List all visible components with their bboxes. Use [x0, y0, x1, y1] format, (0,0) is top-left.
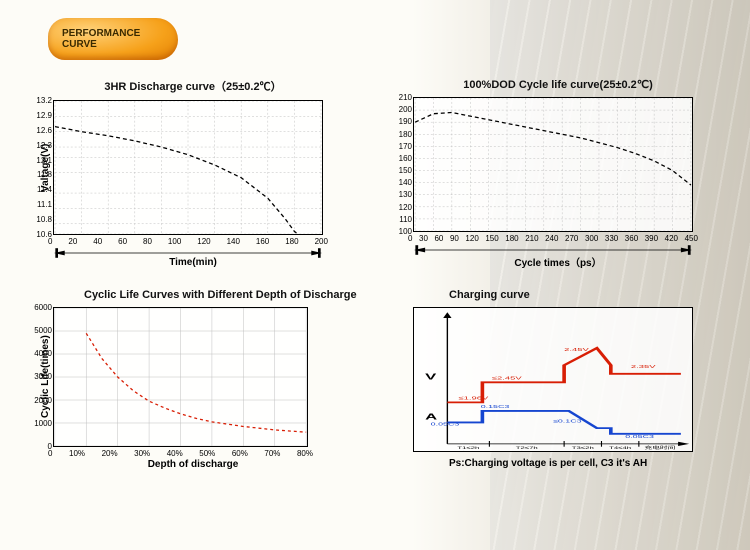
badge-line2: CURVE: [62, 39, 97, 50]
svg-text:≤0.1C3: ≤0.1C3: [553, 419, 582, 424]
svg-text:A: A: [425, 412, 438, 422]
xlabel: Cycle times（ps）: [403, 254, 713, 269]
charging-note: Ps:Charging voltage is per cell, C3 it's…: [403, 458, 713, 469]
yticks: 6000500040003000200010000: [26, 303, 52, 451]
svg-text:T4≤4h: T4≤4h: [609, 446, 632, 451]
svg-text:≤2.45V: ≤2.45V: [492, 375, 522, 381]
chart-3hr: 13.212.912.612.312.111.811.411.110.810.6…: [53, 100, 323, 235]
chart-cyclic: 6000500040003000200010000 010%20%30%40%5…: [53, 307, 308, 447]
xticks: 0306090120150180210240270300330360390420…: [408, 234, 698, 243]
performance-badge: PERFORMANCE CURVE: [48, 18, 178, 60]
svg-text:充电时间: 充电时间: [644, 445, 675, 450]
svg-text:T2≤7h: T2≤7h: [516, 446, 539, 451]
svg-text:0.05C3: 0.05C3: [431, 422, 460, 427]
xticks: 010%20%30%40%50%60%70%80%: [48, 449, 313, 458]
yticks: 210200190180170160150140130120110100: [386, 93, 412, 236]
chart-title: Cyclic Life Curves with Different Depth …: [38, 289, 348, 301]
svg-text:T3≤2h: T3≤2h: [572, 446, 595, 451]
charts-grid: 3HR Discharge curve（25±0.2℃） Valtage(V) …: [38, 78, 720, 470]
svg-text:0.05C3: 0.05C3: [625, 435, 654, 440]
x-range-arrow: [414, 243, 692, 255]
badge-line1: PERFORMANCE: [62, 28, 140, 39]
chart-dod: 210200190180170160150140130120110100 030…: [413, 97, 693, 232]
panel-3hr-discharge: 3HR Discharge curve（25±0.2℃） Valtage(V) …: [38, 78, 348, 269]
svg-text:2.35V: 2.35V: [631, 364, 656, 370]
panel-charging: Charging curve V A ≤1.96V ≤2.45V 2.45V 2.35V 0…: [403, 289, 713, 470]
xlabel: Depth of discharge: [38, 459, 348, 470]
chart-title: 3HR Discharge curve（25±0.2℃）: [38, 78, 348, 94]
xticks: 020406080100120140160180200: [48, 237, 328, 246]
chart-charging: V A ≤1.96V ≤2.45V 2.45V 2.35V 0.05C3 0.15C3 ≤0.1…: [413, 307, 693, 452]
svg-text:2.45V: 2.45V: [564, 346, 589, 352]
panel-cyclic-dod: Cyclic Life Curves with Different Depth …: [38, 289, 348, 470]
panel-dod-cycle: 100%DOD Cycle life curve(25±0.2℃) 210200…: [403, 78, 713, 269]
chart-title: 100%DOD Cycle life curve(25±0.2℃): [403, 78, 713, 91]
x-range-arrow: [54, 246, 322, 258]
svg-text:0.15C3: 0.15C3: [481, 405, 510, 410]
svg-text:≤1.96V: ≤1.96V: [458, 395, 488, 401]
svg-text:V: V: [425, 372, 436, 382]
svg-text:T1≤2h: T1≤2h: [457, 446, 480, 451]
yticks: 13.212.912.612.312.111.811.411.110.810.6: [26, 96, 52, 239]
chart-title: Charging curve: [403, 289, 713, 301]
